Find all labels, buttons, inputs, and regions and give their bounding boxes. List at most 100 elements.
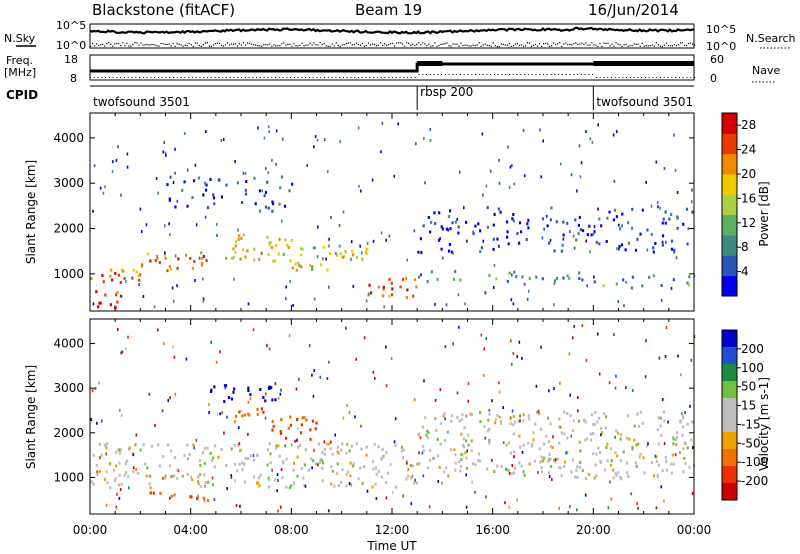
velocity-cell <box>579 461 582 465</box>
velocity-cell <box>559 425 562 429</box>
velocity-cell <box>465 466 469 470</box>
velocity-cell <box>612 468 615 472</box>
velocity-cell <box>134 443 137 447</box>
power-cell <box>630 226 634 230</box>
velocity-cell <box>208 403 210 407</box>
power-cell <box>317 225 319 229</box>
nsearch-point <box>641 42 643 44</box>
velocity-cell <box>197 474 200 478</box>
power-cell <box>498 244 500 248</box>
power-cell <box>382 285 385 289</box>
nave-point <box>259 77 261 78</box>
power-cell <box>312 246 315 250</box>
velocity-cell <box>462 443 465 447</box>
power-cell <box>291 182 294 186</box>
nave-point <box>618 77 620 78</box>
power-cell <box>641 284 644 288</box>
nave-point <box>165 77 167 78</box>
nsearch-point <box>174 45 176 47</box>
nsearch-point <box>667 44 670 47</box>
nsearch-point <box>617 43 619 45</box>
power-cell <box>685 207 689 211</box>
velocity-cell <box>189 495 192 499</box>
nsearch-point <box>514 43 517 45</box>
velocity-cell <box>124 462 127 466</box>
x-tick-label: 12:00 <box>375 523 410 537</box>
power-cell <box>117 273 121 277</box>
velocity-cell <box>116 328 119 332</box>
velocity-cell <box>312 394 315 398</box>
power-cell <box>447 228 449 232</box>
velocity-cell <box>682 470 685 474</box>
nsearch-point <box>534 43 537 46</box>
nave-point <box>350 77 352 78</box>
velocity-cell <box>190 495 193 499</box>
velocity-cell <box>106 481 109 485</box>
velocity-cell <box>425 433 428 437</box>
nave-point <box>543 74 544 75</box>
x-tick-label: 00:00 <box>73 523 108 537</box>
power-cell <box>656 201 659 205</box>
power-cell <box>168 198 171 202</box>
nsearch-point <box>279 44 281 47</box>
power-cell <box>300 265 303 269</box>
y-tick-label: 2000 <box>53 222 84 236</box>
power-cell <box>573 246 576 250</box>
velocity-cell <box>187 457 189 461</box>
velocity-cell <box>247 400 250 404</box>
velocity-cell <box>608 381 611 385</box>
velocity-cell <box>303 463 306 467</box>
power-cell <box>165 153 167 157</box>
power-cell <box>116 290 119 294</box>
velocity-cell <box>638 455 641 459</box>
nsearch-point <box>251 43 253 45</box>
velocity-cell <box>355 357 358 361</box>
nave-point <box>418 74 420 75</box>
power-cell <box>169 175 172 179</box>
velocity-cell <box>118 496 121 500</box>
velocity-cell <box>460 452 463 456</box>
velocity-cell <box>681 433 684 437</box>
velocity-cell <box>401 456 405 460</box>
power-cell <box>367 292 370 296</box>
nave-point <box>154 77 156 78</box>
power-cell <box>439 237 441 241</box>
nsearch-point <box>192 45 194 48</box>
velocity-cell <box>676 431 679 435</box>
velocity-cell <box>594 463 597 467</box>
power-cell <box>369 291 373 295</box>
power-cell <box>174 147 176 151</box>
velocity-cell <box>290 443 293 447</box>
velocity-cell <box>192 443 195 447</box>
power-cell <box>522 129 525 133</box>
velocity-cell <box>627 474 630 478</box>
power-cell <box>523 174 526 178</box>
power-cell <box>498 158 500 162</box>
power-cell <box>615 282 619 286</box>
nsearch-point <box>289 43 291 45</box>
nave-point <box>203 77 205 78</box>
power-cell <box>423 136 425 140</box>
velocity-cell <box>682 416 685 420</box>
nsearch-point <box>577 43 579 46</box>
power-cell <box>232 247 235 251</box>
velocity-cell <box>300 423 303 427</box>
nsearch-point <box>683 44 686 46</box>
power-cell <box>206 206 210 210</box>
nsearch-point <box>118 43 120 45</box>
nsearch-point <box>307 44 309 46</box>
velocity-cell <box>645 339 647 343</box>
velocity-cell <box>359 466 362 470</box>
nsky-trace <box>89 26 695 35</box>
velocity-cell <box>426 466 429 470</box>
velocity-cell <box>191 477 194 481</box>
power-cell <box>526 297 529 301</box>
nsearch-point <box>150 43 152 46</box>
power-cell <box>222 138 225 142</box>
velocity-cell <box>243 462 246 466</box>
power-cell <box>233 277 235 281</box>
power-cell <box>257 126 259 130</box>
velocity-cell <box>276 473 279 477</box>
nave-point <box>369 77 371 78</box>
